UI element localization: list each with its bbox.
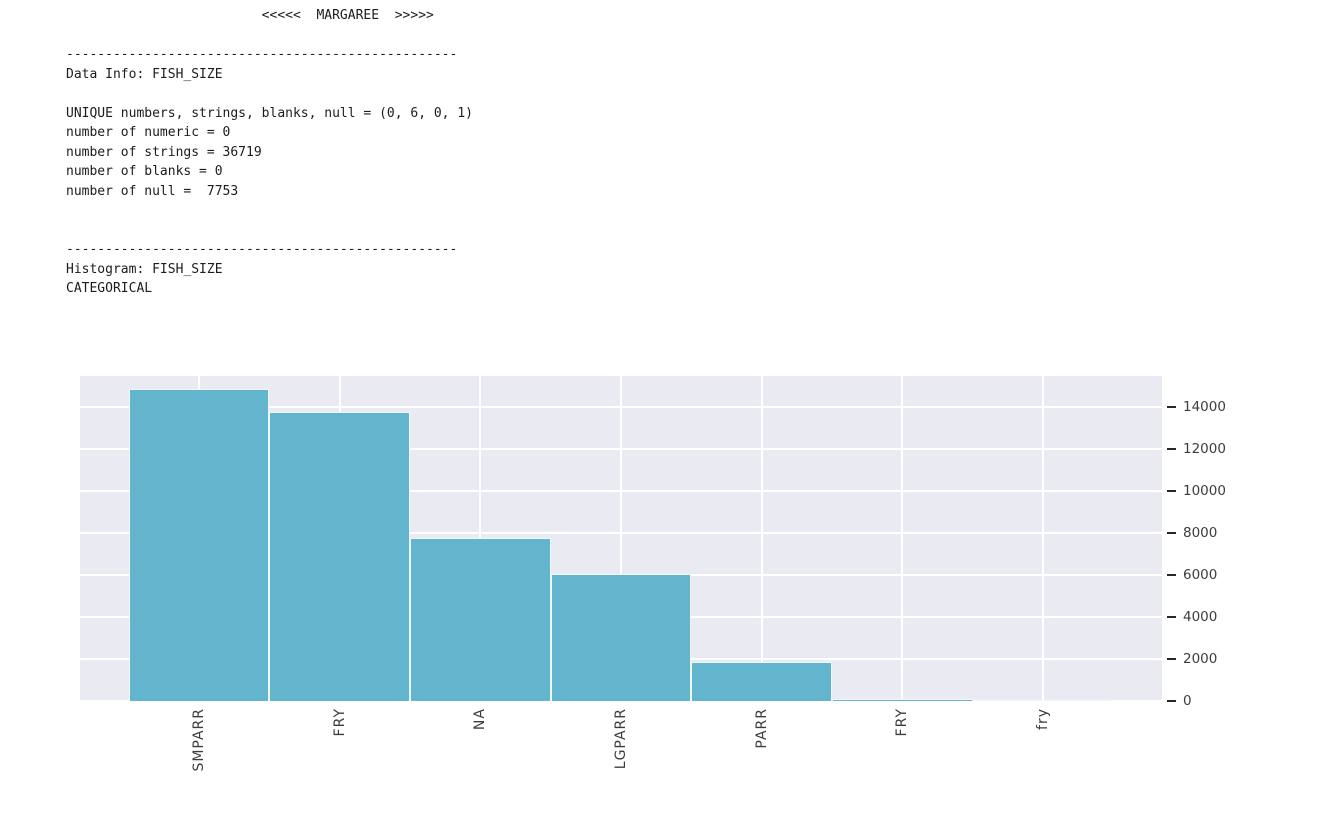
- y-tick: 12000: [1167, 440, 1226, 458]
- y-axis: 0 2000 4000 6000 8000 10000 12000 14000: [1162, 376, 1302, 709]
- x-tick-label: fry: [1034, 708, 1051, 730]
- y-tick-label: 0: [1183, 693, 1192, 709]
- y-tick-label: 2000: [1183, 651, 1218, 668]
- histogram-bar: [128, 389, 270, 701]
- x-tick-label: FRY: [331, 708, 348, 737]
- y-tick: 14000: [1167, 398, 1226, 416]
- x-tick-label: PARR: [753, 708, 770, 749]
- histogram-bar: [550, 573, 692, 701]
- y-tick-mark: [1167, 700, 1176, 702]
- y-tick: 6000: [1167, 566, 1217, 584]
- gridline-vertical: [620, 376, 622, 701]
- histogram-bar: [691, 662, 832, 701]
- y-tick-label: 6000: [1183, 567, 1218, 584]
- y-tick-mark: [1167, 448, 1176, 451]
- histogram-bar: [410, 538, 551, 701]
- y-tick: 4000: [1167, 608, 1217, 626]
- y-tick: 8000: [1167, 524, 1217, 542]
- x-tick: FRY: [332, 708, 348, 736]
- y-tick: 0: [1167, 692, 1192, 710]
- x-axis: SMPARR FRY NA LGPARR PARR FRY fry: [80, 708, 1162, 816]
- x-tick-label: FRY: [894, 708, 911, 737]
- histogram-bar: [269, 411, 410, 701]
- x-tick-label: LGPARR: [613, 708, 629, 770]
- y-tick-mark: [1167, 490, 1176, 493]
- plot-area: [80, 376, 1162, 701]
- y-tick-mark: [1167, 406, 1176, 409]
- y-tick-label: 10000: [1183, 483, 1226, 500]
- x-tick-label: SMPARR: [191, 708, 208, 772]
- x-tick: SMPARR: [191, 708, 207, 772]
- x-tick: LGPARR: [613, 708, 629, 769]
- y-tick-label: 12000: [1183, 441, 1226, 458]
- x-tick: fry: [1035, 708, 1051, 730]
- y-tick-mark: [1167, 658, 1176, 661]
- histogram-bar: [972, 699, 1114, 701]
- y-tick-mark: [1167, 532, 1176, 535]
- x-tick: FRY: [894, 708, 910, 736]
- y-tick-label: 8000: [1183, 525, 1218, 542]
- x-tick: NA: [472, 708, 488, 730]
- gridline-vertical: [901, 376, 904, 701]
- y-tick-mark: [1167, 616, 1176, 619]
- y-tick-mark: [1167, 574, 1176, 577]
- y-tick-label: 14000: [1183, 399, 1226, 416]
- x-tick: PARR: [754, 708, 770, 749]
- y-tick: 10000: [1167, 482, 1226, 500]
- histogram-bar: [831, 698, 973, 701]
- x-tick-label: NA: [472, 708, 489, 731]
- console-output: <<<<< MARGAREE >>>>> -------------------…: [66, 8, 473, 296]
- gridline-vertical: [760, 376, 763, 701]
- gridline-vertical: [1041, 376, 1044, 701]
- y-tick: 2000: [1167, 650, 1217, 668]
- y-tick-label: 4000: [1183, 609, 1218, 626]
